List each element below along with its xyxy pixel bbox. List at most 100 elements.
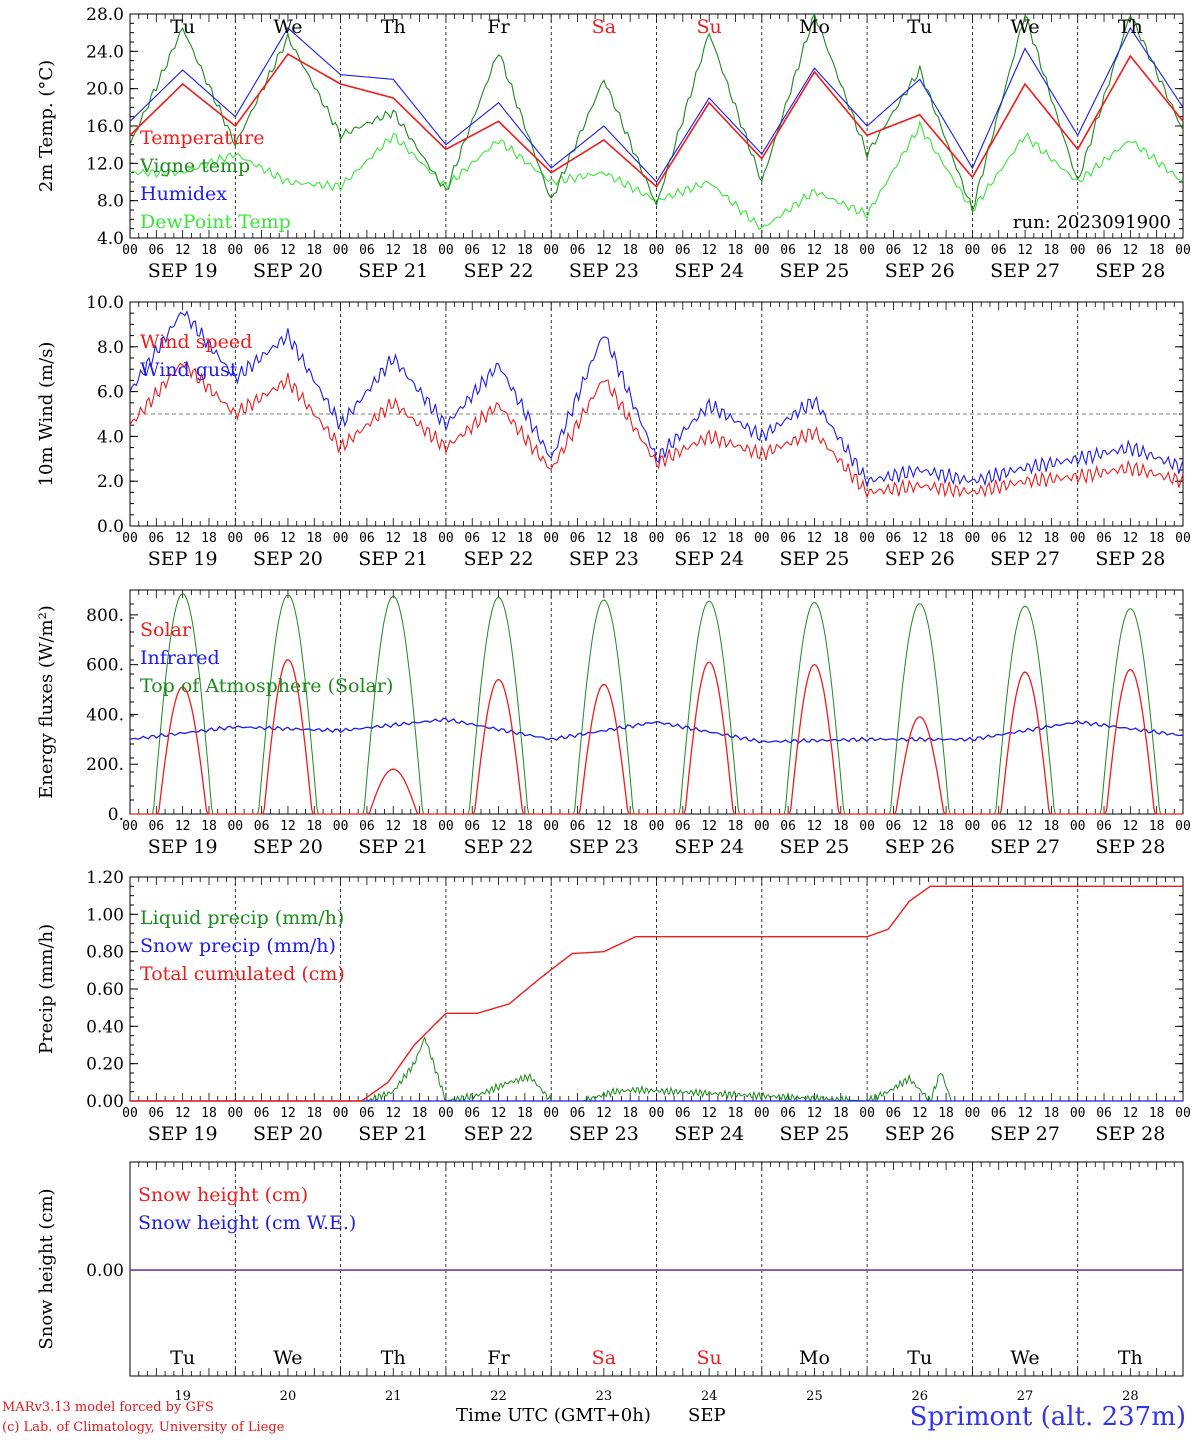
weekday-label: Tu — [907, 16, 932, 38]
hour-label: 06 — [1096, 243, 1112, 258]
panel-temperature: 4.0 8.0 12.0 16.0 20.0 24.0 28.0 2m Temp. (°C) T… — [36, 5, 1191, 282]
hour-label: 06 — [991, 1106, 1007, 1121]
date-label: SEP 25 — [780, 1123, 850, 1145]
hour-label: 18 — [412, 243, 428, 258]
hour-label: 00 — [649, 819, 665, 834]
date-label: SEP 19 — [148, 836, 218, 858]
hour-label: 00 — [1175, 531, 1191, 546]
hour-label: 06 — [359, 531, 375, 546]
hour-label: 18 — [728, 1106, 744, 1121]
legend-entry: Snow height (cm W.E.) — [138, 1212, 356, 1234]
y-tick-label: 6.0 — [97, 383, 124, 403]
date-label: SEP 25 — [780, 548, 850, 570]
hour-label: 18 — [201, 531, 217, 546]
hour-label: 00 — [227, 819, 243, 834]
run-annotation: run: 2023091900 — [1013, 212, 1171, 233]
y-tick-label: 1.20 — [86, 868, 124, 888]
hour-label: 06 — [359, 243, 375, 258]
y-tick-label: 800. — [86, 606, 124, 626]
hour-label: 06 — [675, 819, 691, 834]
hour-label: 00 — [333, 243, 349, 258]
panel-precip: 0.00 0.20 0.40 0.60 0.80 1.00 1.20 Precip (mm/h… — [36, 868, 1191, 1145]
date-label: SEP 26 — [885, 836, 955, 858]
hour-label: 18 — [938, 819, 954, 834]
hour-label: 06 — [570, 1106, 586, 1121]
panel-energy: 0. 200. 400. 600. 800. Energy fluxes (W/m²) So… — [36, 589, 1191, 858]
weekday-label: Su — [697, 16, 722, 38]
hour-label: 18 — [517, 1106, 533, 1121]
hour-label: 00 — [754, 531, 770, 546]
x-axis-label: Time UTC (GMT+0h) — [456, 1405, 651, 1426]
hour-label: 12 — [807, 531, 823, 546]
hour-label: 06 — [886, 243, 902, 258]
hour-label: 06 — [148, 243, 164, 258]
y-tick-label: 0.20 — [86, 1055, 124, 1075]
series-line — [129, 26, 1184, 183]
hour-label: 06 — [991, 819, 1007, 834]
y-tick-label: 0.00 — [86, 1092, 124, 1112]
hour-label: 00 — [1070, 1106, 1086, 1121]
hour-label: 12 — [807, 819, 823, 834]
hour-label: 06 — [254, 819, 270, 834]
weekday-label: Tu — [170, 16, 195, 38]
hour-label: 06 — [570, 243, 586, 258]
hour-label: 12 — [491, 1106, 507, 1121]
model-credit: MARv3.13 model forced by GFS — [2, 1400, 214, 1415]
hour-label: 18 — [1044, 531, 1060, 546]
date-label: SEP 27 — [990, 260, 1060, 282]
hour-label: 18 — [622, 1106, 638, 1121]
y-axis-label: 10m Wind (m/s) — [36, 342, 57, 487]
weekday-label: Th — [1118, 16, 1143, 38]
hour-label: 00 — [1070, 531, 1086, 546]
date-label: SEP 28 — [1095, 548, 1165, 570]
hour-label: 18 — [1149, 531, 1165, 546]
date-label: SEP 21 — [358, 836, 428, 858]
hour-label: 12 — [701, 1106, 717, 1121]
hour-label: 06 — [991, 531, 1007, 546]
day-number: 20 — [280, 1389, 297, 1404]
weekday-label: Fr — [487, 1347, 510, 1369]
hour-label: 12 — [280, 243, 296, 258]
weekday-label: Mo — [799, 1347, 830, 1369]
day-number: 21 — [385, 1389, 402, 1404]
hour-label: 06 — [886, 819, 902, 834]
hour-label: 18 — [1149, 819, 1165, 834]
hour-label: 12 — [701, 243, 717, 258]
hour-label: 18 — [517, 819, 533, 834]
series-line — [129, 360, 1184, 500]
hour-label: 12 — [175, 531, 191, 546]
hour-label: 00 — [122, 243, 138, 258]
hour-label: 18 — [833, 243, 849, 258]
hour-label: 00 — [227, 531, 243, 546]
date-label: SEP 24 — [674, 260, 744, 282]
hour-label: 18 — [833, 531, 849, 546]
hour-label: 12 — [385, 531, 401, 546]
hour-label: 00 — [859, 819, 875, 834]
hour-label: 12 — [175, 243, 191, 258]
hour-label: 18 — [201, 819, 217, 834]
hour-label: 06 — [886, 1106, 902, 1121]
hour-label: 18 — [938, 531, 954, 546]
hour-label: 18 — [728, 531, 744, 546]
hour-label: 18 — [622, 531, 638, 546]
hour-label: 12 — [807, 243, 823, 258]
legend-entry: Temperature — [140, 127, 264, 149]
hour-label: 18 — [306, 243, 322, 258]
hour-label: 12 — [280, 1106, 296, 1121]
hour-label: 18 — [1044, 243, 1060, 258]
hour-label: 00 — [227, 1106, 243, 1121]
y-axis-label: 2m Temp. (°C) — [36, 60, 57, 192]
hour-label: 12 — [1017, 819, 1033, 834]
date-label: SEP 28 — [1095, 1123, 1165, 1145]
hour-label: 12 — [912, 243, 928, 258]
series-line — [129, 119, 1184, 231]
hour-label: 06 — [464, 819, 480, 834]
hour-label: 12 — [912, 531, 928, 546]
hour-label: 18 — [938, 1106, 954, 1121]
hour-label: 12 — [701, 819, 717, 834]
hour-label: 18 — [938, 243, 954, 258]
hour-label: 18 — [306, 1106, 322, 1121]
date-label: SEP 19 — [148, 1123, 218, 1145]
hour-label: 12 — [1017, 243, 1033, 258]
hour-label: 18 — [412, 819, 428, 834]
